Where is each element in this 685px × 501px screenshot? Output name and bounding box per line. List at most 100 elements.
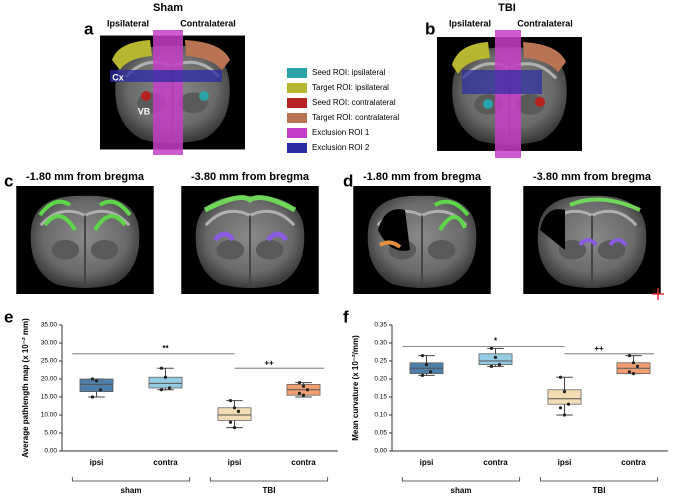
data-point: [631, 361, 636, 365]
box: [217, 407, 252, 421]
data-point: [493, 355, 498, 359]
x-tick-label: contra: [483, 458, 508, 467]
tract-overlay: [578, 238, 628, 247]
group-bracket: [401, 477, 521, 482]
x-tick-label: contra: [291, 458, 316, 467]
region-label: Cx: [112, 72, 124, 82]
significance-label: **: [162, 344, 169, 353]
box-chart: 0.00 5.00 10.00 15.00 20.00 25.00 30.00 35.00 Av…: [21, 318, 338, 495]
data-point: [90, 395, 95, 399]
data-point: [90, 377, 95, 381]
data-point: [301, 384, 306, 388]
data-point: [159, 366, 164, 370]
legend-swatch: [287, 128, 307, 138]
data-point: [424, 363, 429, 367]
image-caption: -1.80 mm from bregma: [26, 171, 145, 183]
y-tick-label: 10.00: [41, 412, 58, 419]
data-point: [627, 354, 632, 358]
box: [79, 378, 114, 392]
y-tick-label: 0.30: [374, 340, 387, 347]
box: [547, 389, 582, 405]
data-point: [558, 375, 563, 379]
legend-label: Exclusion ROI 1: [312, 128, 370, 137]
data-point: [167, 386, 172, 390]
y-tick-label: 0.15: [374, 394, 387, 401]
panel-letter: b: [425, 19, 435, 38]
data-point: [232, 426, 237, 430]
roi-overlay: [523, 42, 566, 72]
y-tick-label: 0.25: [374, 358, 387, 365]
x-tick-label: ipsi: [228, 458, 242, 467]
legend-label: Exclusion ROI 2: [312, 143, 370, 152]
data-point: [301, 393, 306, 397]
data-point: [98, 388, 103, 392]
data-point: [297, 391, 302, 395]
roi-overlay: [535, 97, 545, 107]
legend-label: Target ROI: ipsilateral: [312, 83, 389, 92]
panel-title: TBI: [498, 2, 516, 14]
data-point: [635, 364, 640, 368]
tract-overlay: [203, 195, 297, 213]
tract-overlay: [38, 199, 132, 232]
roi-overlay: [153, 30, 183, 155]
tract-image: [352, 186, 492, 294]
data-point: [562, 390, 567, 394]
group-bracket: [209, 477, 329, 482]
data-point: [420, 373, 425, 377]
group-label: sham: [121, 486, 142, 495]
significance-label: ++: [264, 358, 274, 367]
lesion: [378, 209, 410, 251]
panel-c: c -1.80 mm from bregma -3.80 mm from bre…: [4, 171, 320, 294]
data-point: [297, 381, 302, 385]
data-point: [94, 379, 99, 383]
panel-title: Sham: [153, 2, 183, 14]
orientation-cross: [652, 288, 664, 300]
legend-swatch: [287, 98, 307, 108]
panel-letter: f: [343, 307, 349, 326]
data-point: [558, 406, 563, 410]
roi-overlay: [112, 40, 152, 70]
side-label: Ipsilateral: [107, 18, 149, 28]
roi-overlay: [462, 70, 542, 94]
panel-d: d -1.80 mm from bregma -3.80 mm from bre…: [343, 171, 664, 300]
roi-overlay: [110, 70, 222, 82]
x-tick-label: ipsi: [90, 458, 104, 467]
image-caption: -1.80 mm from bregma: [363, 171, 482, 183]
x-tick-label: contra: [621, 458, 646, 467]
y-tick-label: 15.00: [41, 394, 58, 401]
roi-overlay: [452, 42, 490, 74]
significance-label: *: [494, 337, 498, 346]
group-bracket: [71, 477, 191, 482]
side-label: Contralateral: [180, 18, 236, 28]
side-label: Contralateral: [517, 18, 573, 28]
data-point: [562, 413, 567, 417]
legend-label: Target ROI: contralateral: [312, 113, 399, 122]
y-tick-label: 5.00: [44, 430, 57, 437]
legend-swatch: [287, 113, 307, 123]
group-label: sham: [451, 486, 472, 495]
x-tick-label: contra: [153, 458, 178, 467]
data-point: [159, 388, 164, 392]
y-axis-label: Average pathlength map (x 10⁻² mm): [21, 318, 30, 458]
panel-b: b TBI Ipsilateral Contralateral: [425, 2, 582, 158]
y-tick-label: 0.00: [44, 448, 57, 455]
tract-overlay: [569, 197, 641, 212]
data-point: [428, 370, 433, 374]
y-tick-label: 0.00: [374, 448, 387, 455]
tract-overlay: [213, 231, 289, 242]
box: [148, 376, 183, 389]
image-caption: -3.80 mm from bregma: [191, 171, 310, 183]
panel-letter: d: [343, 171, 353, 190]
tract-overlay: [433, 199, 470, 232]
roi-overlay: [141, 91, 151, 101]
panel-letter: c: [4, 171, 13, 190]
data-point: [163, 375, 168, 379]
roi-overlay: [185, 40, 230, 70]
legend-swatch: [287, 143, 307, 153]
panel-letter: a: [84, 19, 94, 38]
data-point: [232, 406, 237, 410]
region-label: VB: [138, 106, 151, 116]
tract-overlay: [378, 240, 402, 249]
significance-label: ++: [594, 344, 604, 353]
